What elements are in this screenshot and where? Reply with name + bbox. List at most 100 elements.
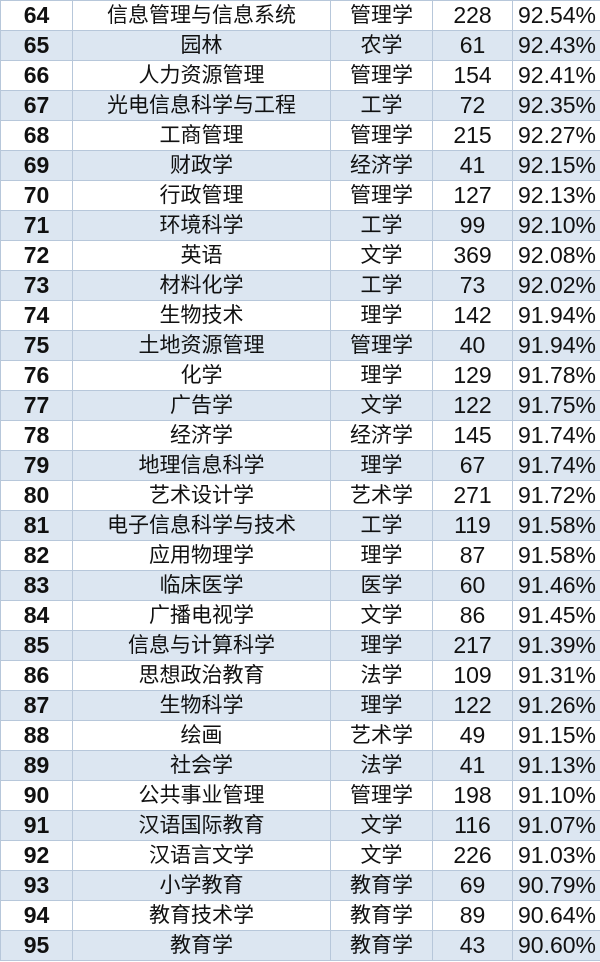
rate-cell: 91.94% [512, 330, 600, 361]
count-cell: 60 [432, 570, 513, 601]
discipline-cell: 文学 [330, 390, 433, 421]
discipline-cell: 管理学 [330, 330, 433, 361]
count-cell: 198 [432, 780, 513, 811]
rank-cell: 66 [0, 60, 73, 91]
rate-cell: 90.64% [512, 900, 600, 931]
rank-cell: 92 [0, 840, 73, 871]
count-cell: 145 [432, 420, 513, 451]
discipline-cell: 理学 [330, 300, 433, 331]
discipline-cell: 文学 [330, 240, 433, 271]
discipline-cell: 艺术学 [330, 720, 433, 751]
count-cell: 40 [432, 330, 513, 361]
major-name-cell: 环境科学 [72, 210, 331, 241]
major-name-cell: 教育技术学 [72, 900, 331, 931]
table-row: 87 生物科学 理学 122 91.26% [0, 690, 600, 721]
discipline-cell: 工学 [330, 270, 433, 301]
major-name-cell: 行政管理 [72, 180, 331, 211]
rate-cell: 92.54% [512, 0, 600, 31]
discipline-cell: 工学 [330, 90, 433, 121]
major-name-cell: 教育学 [72, 930, 331, 961]
major-name-cell: 广告学 [72, 390, 331, 421]
table-row: 86 思想政治教育 法学 109 91.31% [0, 660, 600, 691]
table-row: 71 环境科学 工学 99 92.10% [0, 210, 600, 241]
rate-cell: 90.79% [512, 870, 600, 901]
discipline-cell: 理学 [330, 360, 433, 391]
rate-cell: 90.60% [512, 930, 600, 961]
rate-cell: 91.78% [512, 360, 600, 391]
table-row: 89 社会学 法学 41 91.13% [0, 750, 600, 781]
count-cell: 122 [432, 690, 513, 721]
table-row: 73 材料化学 工学 73 92.02% [0, 270, 600, 301]
rank-cell: 83 [0, 570, 73, 601]
discipline-cell: 理学 [330, 630, 433, 661]
rank-cell: 79 [0, 450, 73, 481]
major-name-cell: 应用物理学 [72, 540, 331, 571]
rank-cell: 77 [0, 390, 73, 421]
major-name-cell: 小学教育 [72, 870, 331, 901]
count-cell: 109 [432, 660, 513, 691]
rate-cell: 91.74% [512, 420, 600, 451]
rate-cell: 92.10% [512, 210, 600, 241]
rate-cell: 91.15% [512, 720, 600, 751]
rate-cell: 91.58% [512, 510, 600, 541]
rank-cell: 75 [0, 330, 73, 361]
table-row: 75 土地资源管理 管理学 40 91.94% [0, 330, 600, 361]
table-row: 83 临床医学 医学 60 91.46% [0, 570, 600, 601]
major-name-cell: 公共事业管理 [72, 780, 331, 811]
major-name-cell: 地理信息科学 [72, 450, 331, 481]
table-row: 68 工商管理 管理学 215 92.27% [0, 120, 600, 151]
table-row: 65 园林 农学 61 92.43% [0, 30, 600, 61]
rate-cell: 91.13% [512, 750, 600, 781]
table-row: 88 绘画 艺术学 49 91.15% [0, 720, 600, 751]
discipline-cell: 文学 [330, 600, 433, 631]
table-row: 80 艺术设计学 艺术学 271 91.72% [0, 480, 600, 511]
count-cell: 67 [432, 450, 513, 481]
count-cell: 86 [432, 600, 513, 631]
major-name-cell: 园林 [72, 30, 331, 61]
rank-cell: 95 [0, 930, 73, 961]
major-name-cell: 光电信息科学与工程 [72, 90, 331, 121]
major-name-cell: 英语 [72, 240, 331, 271]
rate-cell: 91.46% [512, 570, 600, 601]
rank-cell: 65 [0, 30, 73, 61]
table-row: 78 经济学 经济学 145 91.74% [0, 420, 600, 451]
count-cell: 116 [432, 810, 513, 841]
table-row: 69 财政学 经济学 41 92.15% [0, 150, 600, 181]
rate-cell: 91.94% [512, 300, 600, 331]
discipline-cell: 文学 [330, 840, 433, 871]
count-cell: 87 [432, 540, 513, 571]
rank-cell: 69 [0, 150, 73, 181]
count-cell: 89 [432, 900, 513, 931]
major-name-cell: 土地资源管理 [72, 330, 331, 361]
rate-cell: 92.02% [512, 270, 600, 301]
major-name-cell: 汉语言文学 [72, 840, 331, 871]
rate-cell: 91.58% [512, 540, 600, 571]
discipline-cell: 教育学 [330, 930, 433, 961]
count-cell: 41 [432, 150, 513, 181]
count-cell: 129 [432, 360, 513, 391]
rank-cell: 78 [0, 420, 73, 451]
discipline-cell: 工学 [330, 510, 433, 541]
discipline-cell: 管理学 [330, 120, 433, 151]
rank-cell: 67 [0, 90, 73, 121]
major-name-cell: 生物技术 [72, 300, 331, 331]
rate-cell: 91.07% [512, 810, 600, 841]
table-row: 92 汉语言文学 文学 226 91.03% [0, 840, 600, 871]
discipline-cell: 医学 [330, 570, 433, 601]
rank-cell: 81 [0, 510, 73, 541]
major-name-cell: 绘画 [72, 720, 331, 751]
count-cell: 122 [432, 390, 513, 421]
rank-cell: 74 [0, 300, 73, 331]
count-cell: 41 [432, 750, 513, 781]
major-name-cell: 化学 [72, 360, 331, 391]
count-cell: 226 [432, 840, 513, 871]
discipline-cell: 管理学 [330, 60, 433, 91]
discipline-cell: 管理学 [330, 0, 433, 31]
discipline-cell: 法学 [330, 750, 433, 781]
count-cell: 69 [432, 870, 513, 901]
rank-cell: 71 [0, 210, 73, 241]
rank-cell: 76 [0, 360, 73, 391]
table-row: 72 英语 文学 369 92.08% [0, 240, 600, 271]
major-name-cell: 人力资源管理 [72, 60, 331, 91]
